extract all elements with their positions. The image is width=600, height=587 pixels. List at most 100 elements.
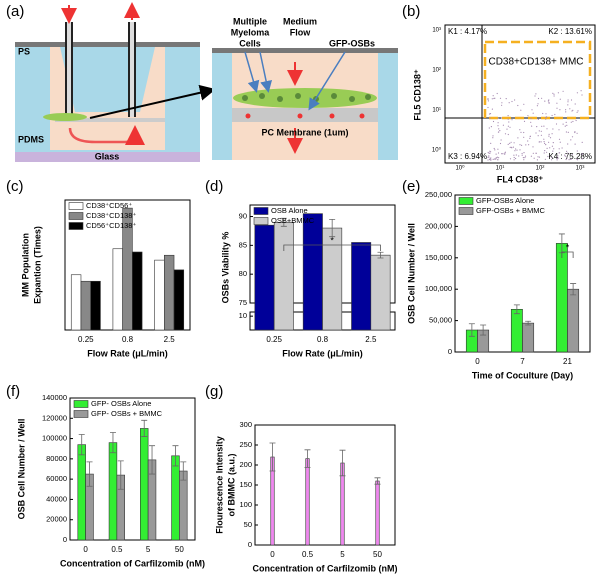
x-tick-label: 0.25 <box>266 335 282 344</box>
event-dot <box>552 150 554 152</box>
event-dot <box>493 147 495 150</box>
event-dot <box>528 144 530 146</box>
event-dot <box>574 131 576 133</box>
event-dot <box>544 150 546 152</box>
diagram-label: Medium <box>283 16 317 26</box>
event-dot <box>551 145 554 147</box>
y-tick-label: 0 <box>63 535 67 544</box>
event-dot <box>520 131 522 133</box>
event-dot <box>507 143 509 145</box>
bar <box>370 254 391 331</box>
x-tick-label: 0 <box>270 550 275 559</box>
event-dot <box>492 120 495 123</box>
gate-label: CD38+CD138+ MMC <box>488 57 583 68</box>
bar <box>140 428 149 541</box>
bar <box>108 442 118 541</box>
y-tick-label: 20000 <box>46 515 67 524</box>
error-bar <box>141 419 148 437</box>
event-dot <box>548 99 550 101</box>
y-axis-label: of BMMC (a.u.) <box>226 454 236 517</box>
y-tick-label: 250,000 <box>425 190 452 199</box>
significance-label: * <box>330 235 334 245</box>
event-dot <box>558 148 560 150</box>
chip-zoom: Multiple Myeloma Cells Medium Flow GFP-O… <box>212 16 398 160</box>
event-dot <box>502 153 504 155</box>
event-dot <box>497 125 499 127</box>
bar <box>555 243 568 353</box>
x-tick-label: 21 <box>563 357 572 366</box>
event-dot <box>536 159 539 161</box>
error-bar <box>513 304 520 315</box>
event-dot <box>536 105 539 107</box>
event-dot <box>508 121 510 123</box>
event-dot <box>509 158 512 160</box>
event-dot <box>534 95 536 97</box>
event-dot <box>566 157 568 159</box>
bar <box>273 221 294 331</box>
event-dot <box>537 156 539 158</box>
event-dot <box>568 159 570 161</box>
x-tick-label: 2.5 <box>365 335 377 344</box>
event-dot <box>524 155 527 157</box>
y-tick-label: 75 <box>239 298 247 307</box>
event-dot <box>535 132 537 134</box>
event-dot <box>552 128 554 130</box>
y-tick-label: 100,000 <box>425 284 452 293</box>
x-axis-label: FL4 CD38⁺ <box>497 174 544 184</box>
event-dot <box>488 156 490 158</box>
y-tick-label: 250 <box>239 440 252 449</box>
event-dot <box>557 92 560 94</box>
legend-swatch <box>253 217 269 225</box>
event-dot <box>540 141 542 143</box>
event-dot <box>510 141 512 143</box>
event-dot <box>527 115 529 117</box>
bar <box>351 242 372 331</box>
x-tick-label: 0.25 <box>78 335 94 344</box>
event-dot <box>497 117 499 119</box>
y-axis-label: OSBs Viability % <box>220 232 230 304</box>
error-bar <box>172 445 179 467</box>
event-dot <box>512 146 515 148</box>
bar <box>179 470 188 541</box>
event-dot <box>501 102 503 104</box>
event-dot <box>498 157 500 159</box>
event-dot <box>538 141 540 143</box>
event-dot <box>551 133 553 135</box>
diagram-label: PC Membrane (1um) <box>261 127 348 137</box>
x-tick-label: 5 <box>146 545 151 554</box>
event-dot <box>552 142 554 144</box>
event-dot <box>490 126 492 128</box>
event-dot <box>565 111 567 113</box>
event-dot <box>507 115 509 117</box>
event-dot <box>542 112 544 115</box>
x-tick-label: 10³ <box>576 166 585 172</box>
event-dot <box>553 95 555 97</box>
event-dot <box>498 128 500 130</box>
event-dot <box>576 132 578 134</box>
quadrant-label: K1 : 4.17% <box>448 27 487 36</box>
y-axis-label: FL5 CD138⁺ <box>412 69 422 121</box>
event-dot <box>570 139 572 141</box>
event-dot <box>535 93 537 95</box>
event-dot <box>556 102 558 104</box>
event-dot <box>551 114 553 117</box>
event-dot <box>553 148 555 150</box>
bar <box>90 280 101 331</box>
event-dot <box>549 137 552 139</box>
layer-label: Glass <box>95 151 120 161</box>
event-dot <box>492 137 494 139</box>
event-dot <box>509 126 511 128</box>
event-dot <box>535 152 537 154</box>
y-tick-label: 10³ <box>432 28 441 34</box>
error-bar <box>280 217 287 227</box>
event-dot <box>495 157 497 159</box>
x-tick-label: 5 <box>340 550 345 559</box>
event-dot <box>519 149 521 151</box>
event-dot <box>574 143 576 145</box>
event-dot <box>494 97 496 99</box>
bar <box>77 444 86 541</box>
event-dot <box>561 147 563 149</box>
diagram-label: Flow <box>290 27 311 37</box>
event-dot <box>551 159 553 161</box>
